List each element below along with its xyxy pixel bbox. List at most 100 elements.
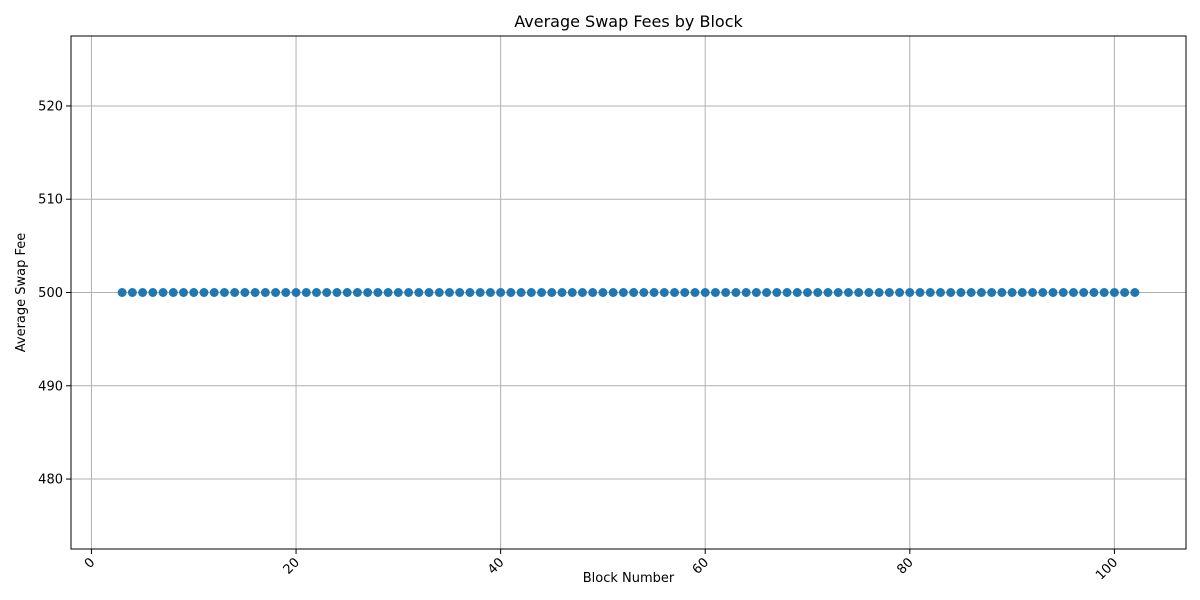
data-point xyxy=(925,288,935,297)
data-point xyxy=(1038,288,1048,297)
data-point xyxy=(782,288,792,297)
y-tick-label: 500 xyxy=(38,286,63,301)
data-point xyxy=(1120,288,1130,297)
data-point xyxy=(281,288,291,297)
data-point xyxy=(363,288,373,297)
data-point xyxy=(731,288,741,297)
data-point xyxy=(751,288,761,297)
data-point xyxy=(199,288,209,297)
data-point xyxy=(455,288,465,297)
chart-title: Average Swap Fees by Block xyxy=(514,12,743,31)
data-point xyxy=(618,288,628,297)
y-tick-label: 490 xyxy=(38,379,63,394)
data-point xyxy=(1007,288,1017,297)
data-point xyxy=(209,288,219,297)
data-point xyxy=(383,288,393,297)
data-point xyxy=(332,288,342,297)
data-point xyxy=(741,288,751,297)
data-point xyxy=(1028,288,1038,297)
data-point xyxy=(659,288,669,297)
data-point xyxy=(710,288,720,297)
data-point xyxy=(823,288,833,297)
data-point xyxy=(956,288,966,297)
y-axis-ticks: 480 490 500 510 520 xyxy=(38,99,71,488)
data-point xyxy=(833,288,843,297)
data-point xyxy=(322,288,332,297)
data-point xyxy=(680,288,690,297)
data-point xyxy=(516,288,526,297)
data-point xyxy=(1130,288,1140,297)
data-point xyxy=(813,288,823,297)
data-point xyxy=(526,288,536,297)
data-point xyxy=(506,288,516,297)
data-point xyxy=(547,288,557,297)
data-point xyxy=(884,288,894,297)
data-point xyxy=(608,288,618,297)
data-point xyxy=(1099,288,1109,297)
data-point xyxy=(434,288,444,297)
data-point xyxy=(117,288,127,297)
data-point xyxy=(690,288,700,297)
data-point xyxy=(475,288,485,297)
data-point xyxy=(485,288,495,297)
y-axis-label: Average Swap Fee xyxy=(14,233,29,353)
data-point xyxy=(260,288,270,297)
data-point xyxy=(629,288,639,297)
data-point xyxy=(772,288,782,297)
data-point xyxy=(567,288,577,297)
data-point xyxy=(168,288,178,297)
data-point xyxy=(966,288,976,297)
data-point xyxy=(138,288,148,297)
x-axis-label: Block Number xyxy=(583,571,675,586)
data-point xyxy=(352,288,362,297)
data-point xyxy=(537,288,547,297)
data-point xyxy=(700,288,710,297)
data-point xyxy=(271,288,281,297)
data-point xyxy=(1017,288,1027,297)
data-point xyxy=(895,288,905,297)
data-point xyxy=(1068,288,1078,297)
data-point xyxy=(577,288,587,297)
data-point xyxy=(762,288,772,297)
data-point xyxy=(250,288,260,297)
data-point xyxy=(189,288,199,297)
data-point xyxy=(557,288,567,297)
data-point xyxy=(987,288,997,297)
data-point xyxy=(792,288,802,297)
data-point xyxy=(219,288,229,297)
data-point xyxy=(1058,288,1068,297)
data-point xyxy=(1089,288,1099,297)
data-point xyxy=(312,288,322,297)
data-point xyxy=(864,288,874,297)
data-point xyxy=(373,288,383,297)
y-tick-label: 520 xyxy=(38,99,63,114)
data-point xyxy=(148,288,158,297)
data-point xyxy=(976,288,986,297)
data-point xyxy=(404,288,414,297)
y-tick-label: 480 xyxy=(38,473,63,488)
data-point xyxy=(946,288,956,297)
data-point xyxy=(158,288,168,297)
data-point xyxy=(905,288,915,297)
data-point xyxy=(588,288,598,297)
data-point xyxy=(230,288,240,297)
data-point xyxy=(444,288,454,297)
data-point xyxy=(803,288,813,297)
data-point xyxy=(915,288,925,297)
data-point xyxy=(854,288,864,297)
data-point xyxy=(342,288,352,297)
data-point xyxy=(649,288,659,297)
data-point xyxy=(240,288,250,297)
data-point xyxy=(843,288,853,297)
data-points xyxy=(117,288,1140,297)
data-point xyxy=(1048,288,1058,297)
data-point xyxy=(598,288,608,297)
data-point xyxy=(670,288,680,297)
data-point xyxy=(465,288,475,297)
data-point xyxy=(874,288,884,297)
data-point xyxy=(291,288,301,297)
data-point xyxy=(935,288,945,297)
data-point xyxy=(414,288,424,297)
